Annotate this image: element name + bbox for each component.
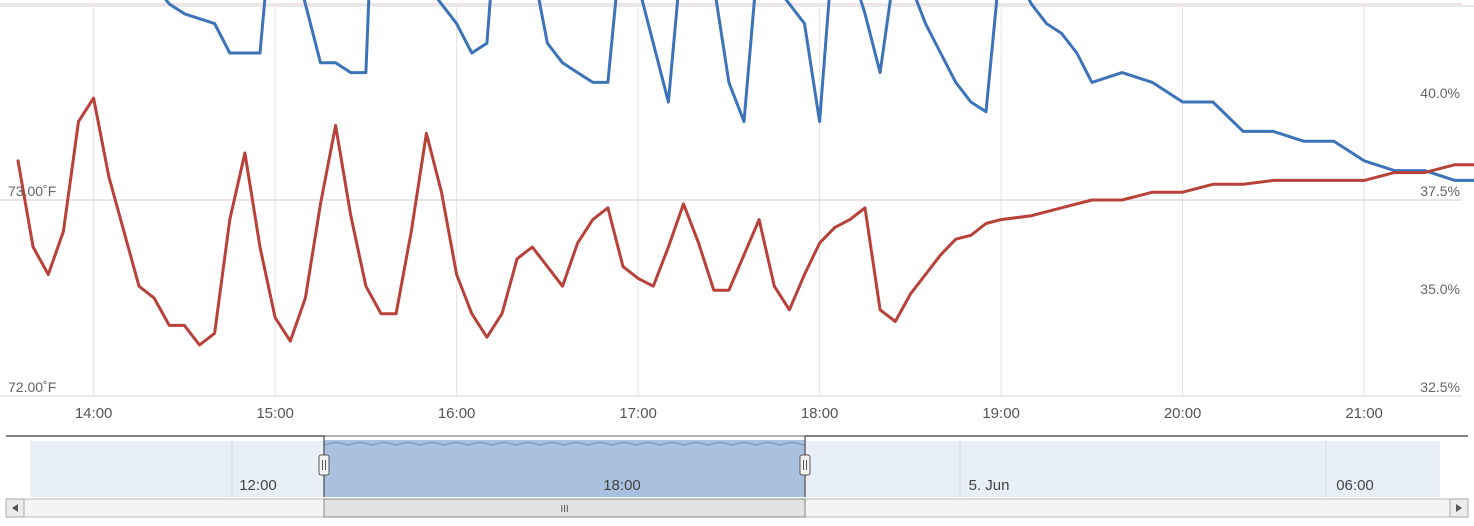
handle-body: [799, 454, 811, 476]
y-right-tick-label: 32.5%: [1420, 379, 1460, 395]
navigator-right-frame: [804, 435, 1468, 497]
navigator-left-handle[interactable]: [318, 454, 330, 476]
scrollbar-grip: III: [560, 504, 568, 515]
navigator-tick-label: 5. Jun: [969, 477, 1010, 494]
x-tick-label: 20:00: [1164, 405, 1202, 422]
y-right-tick-label: 37.5%: [1420, 183, 1460, 199]
scrollbar-right-button[interactable]: [1449, 498, 1469, 518]
navigator-selected-range: [324, 440, 805, 497]
scrollbar-left-button[interactable]: [5, 498, 25, 518]
scrollbar-thumb[interactable]: III: [323, 498, 806, 518]
x-tick-label: 16:00: [438, 405, 476, 422]
y-right-tick-label: 40.0%: [1420, 85, 1460, 101]
navigator-tick-label: 06:00: [1336, 477, 1374, 494]
scrollbar-thumb-body: [323, 498, 806, 518]
navigator-tick-label: 12:00: [239, 477, 277, 494]
arrow-left-icon: [12, 504, 18, 512]
x-tick-label: 17:00: [619, 405, 657, 422]
x-tick-label: 19:00: [982, 405, 1020, 422]
x-tick-label: 18:00: [801, 405, 839, 422]
x-tick-label: 15:00: [256, 405, 294, 422]
navigator-left-frame: [6, 435, 325, 497]
humidity-series-line: [16, 96, 1474, 347]
temperature-series-line: [164, 0, 1474, 182]
navigator-right-handle[interactable]: [799, 454, 811, 476]
navigator-tick-label: 18:00: [603, 477, 641, 494]
x-tick-label: 14:00: [75, 405, 113, 422]
y-left-tick-label: 73.00˚F: [8, 183, 56, 199]
handle-body: [318, 454, 330, 476]
x-tick-label: 21:00: [1345, 405, 1383, 422]
y-left-tick-label: 74.00˚F: [8, 0, 56, 3]
arrow-right-icon: [1456, 504, 1462, 512]
y-right-tick-label: 35.0%: [1420, 281, 1460, 297]
y-left-tick-label: 72.00˚F: [8, 379, 56, 395]
navigator-selected-preview-line: [323, 441, 805, 446]
